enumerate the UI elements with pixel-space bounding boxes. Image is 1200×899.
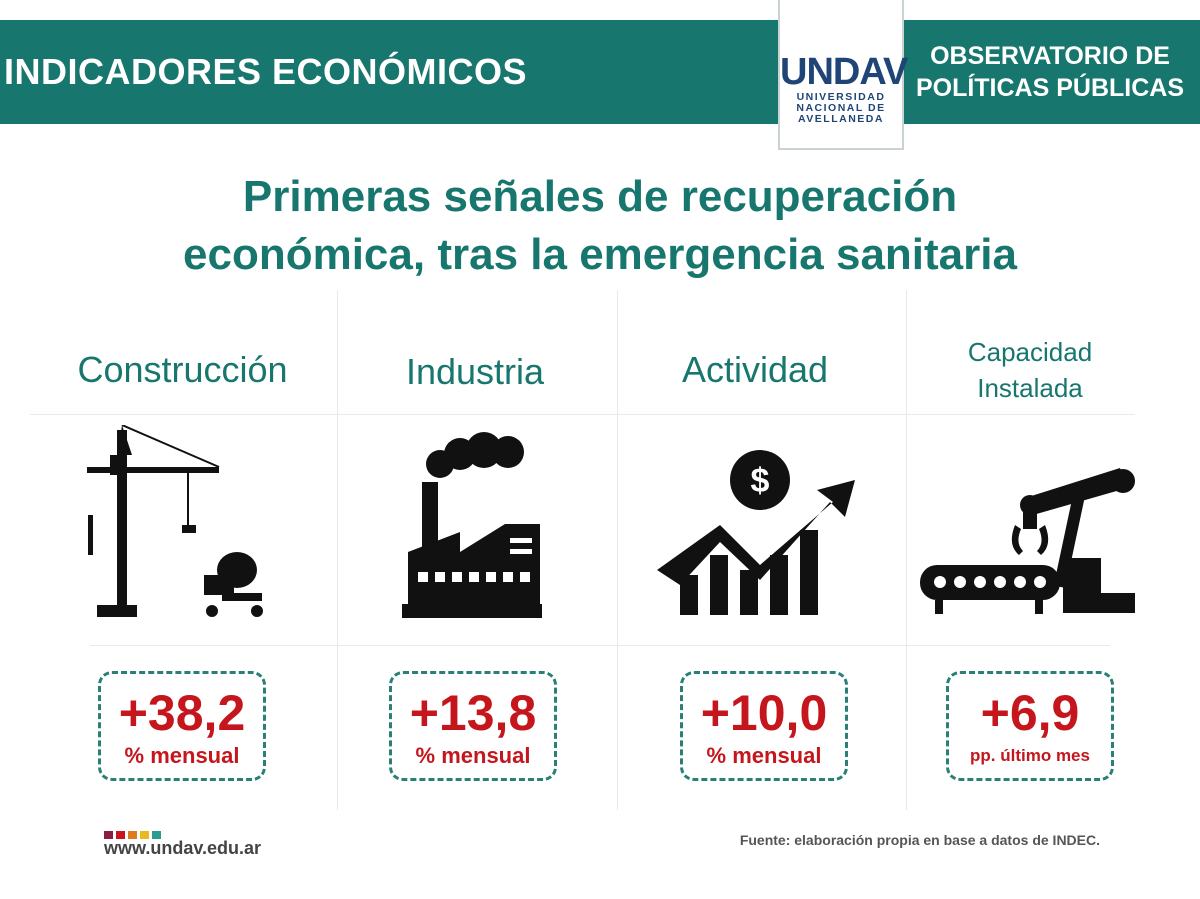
grid-divider [906,290,907,810]
logo-mark: UNDAV [780,51,908,93]
title-line-1: Primeras señales de recuperación [242,172,958,221]
value-box-construccion: +38,2 % mensual [98,671,266,781]
observatory-line-2: POLÍTICAS PÚBLICAS [915,74,1185,102]
value-capacidad: +6,9 [980,685,1080,741]
value-box-actividad: +10,0 % mensual [680,671,848,781]
value-box-capacidad: +6,9 pp. último mes [946,671,1114,781]
logo-line-2: NACIONAL DE [796,102,886,114]
logo-line-3: AVELLANEDA [798,113,884,125]
growth-chart-icon: $ [657,450,855,615]
page-title: Primeras señales de recuperación económi… [0,168,1200,284]
factory-icon [402,432,542,618]
unit-construccion: % mensual [124,743,240,768]
grid-divider [617,290,618,810]
crane-icon [87,425,263,617]
header-title: INDICADORES ECONÓMICOS [4,51,528,92]
brand-dot [128,831,137,839]
value-construccion: +38,2 [118,685,246,741]
label-capacidad-line-2: Instalada [977,373,1083,403]
brand-dot [140,831,149,839]
grid-divider [90,645,1110,646]
label-capacidad-instalada: Capacidad Instalada [915,334,1145,406]
unit-actividad: % mensual [706,743,822,768]
svg-text:$: $ [751,462,770,500]
label-industria: Industria [405,351,545,392]
brand-dot [104,831,113,839]
observatory-name: OBSERVATORIO DE POLÍTICAS PÚBLICAS [910,40,1190,104]
brand-dot [116,831,125,839]
label-construccion: Construcción [77,349,288,390]
unit-industria: % mensual [415,743,531,768]
value-industria: +13,8 [409,685,537,741]
value-actividad: +10,0 [700,685,828,741]
logo-line-1: UNIVERSIDAD [796,91,886,103]
grid-divider [30,414,1135,415]
value-box-industria: +13,8 % mensual [389,671,557,781]
undav-logo: UNDAV UNIVERSIDAD NACIONAL DE AVELLANEDA [778,0,908,150]
source-note: Fuente: elaboración propia en base a dat… [739,832,1100,848]
grid-divider [337,290,338,810]
website-link[interactable]: www.undav.edu.ar [104,838,262,858]
brand-dot [152,831,161,839]
observatory-line-1: OBSERVATORIO DE [930,42,1170,70]
label-capacidad-line-1: Capacidad [967,337,1093,367]
title-line-2: económica, tras la emergencia sanitaria [183,230,1017,279]
robot-arm-icon [920,468,1135,614]
label-actividad: Actividad [681,349,829,390]
unit-capacidad: pp. último mes [970,746,1090,765]
header-bar: INDICADORES ECONÓMICOS OBSERVATORIO DE P… [0,20,1200,124]
brand-dots [104,826,164,844]
